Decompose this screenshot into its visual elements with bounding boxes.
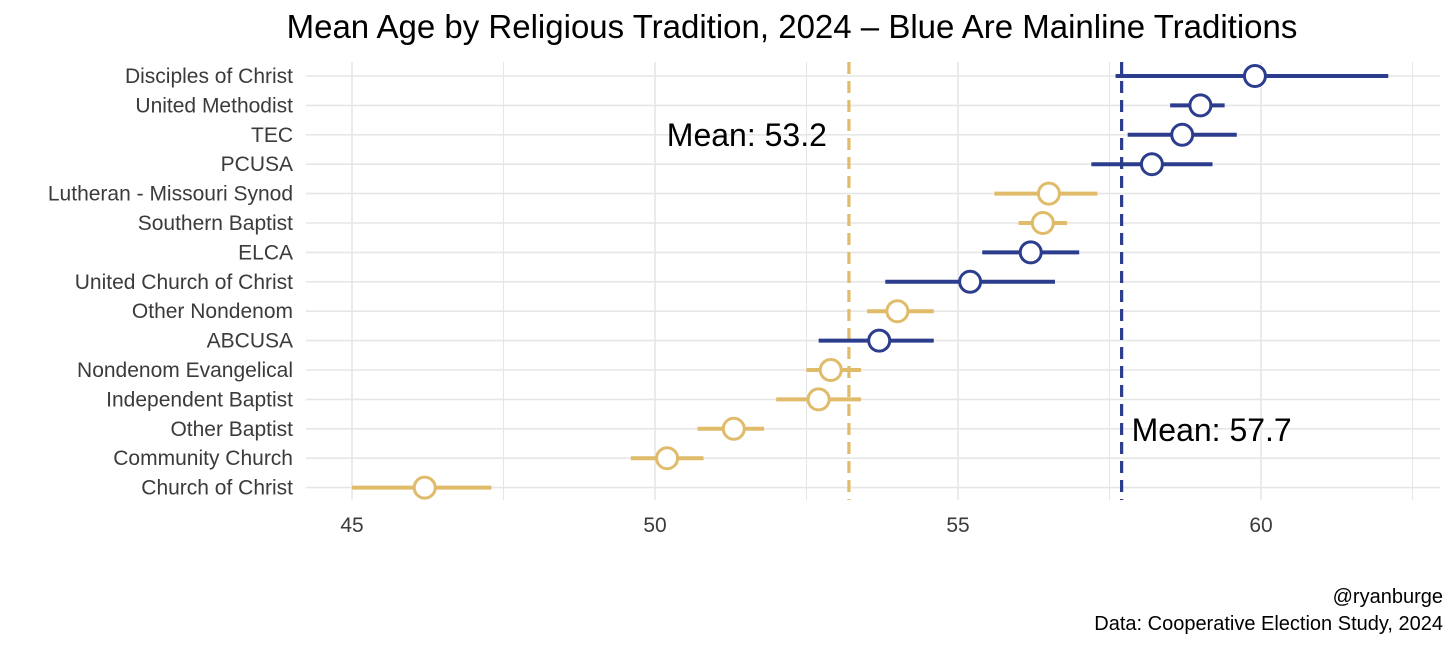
data-point bbox=[867, 328, 892, 353]
data-point bbox=[1170, 122, 1195, 147]
x-tick-label: 55 bbox=[946, 514, 969, 537]
x-axis-labels: 45 50 55 60 bbox=[340, 514, 1272, 537]
data-point bbox=[818, 358, 843, 382]
data-point bbox=[806, 387, 831, 412]
y-tick-label: Church of Christ bbox=[141, 477, 293, 500]
y-axis-labels: Disciples of Christ United Methodist TEC PC… bbox=[48, 65, 293, 500]
data-point bbox=[1139, 152, 1164, 177]
data-point bbox=[1036, 181, 1061, 206]
data-point bbox=[412, 475, 437, 500]
y-tick-label: Southern Baptist bbox=[138, 212, 293, 235]
data-point bbox=[1018, 240, 1043, 265]
y-tick-label: PCUSA bbox=[221, 153, 293, 176]
y-tick-label: TEC bbox=[251, 124, 293, 147]
data-point bbox=[1188, 93, 1213, 118]
chart-title: Mean Age by Religious Tradition, 2024 – … bbox=[287, 8, 1298, 45]
y-tick-label: Nondenom Evangelical bbox=[77, 359, 293, 382]
x-tick-label: 60 bbox=[1249, 514, 1272, 537]
y-tick-label: Community Church bbox=[113, 447, 293, 470]
y-tick-label: United Church of Christ bbox=[75, 271, 293, 294]
reference-lines: Mean: 53.2 Mean: 57.7 bbox=[667, 62, 1292, 500]
data-marks bbox=[352, 64, 1389, 500]
y-tick-label: Independent Baptist bbox=[106, 388, 293, 411]
data-point bbox=[1242, 64, 1267, 88]
data-point bbox=[885, 299, 910, 324]
mean-label: Mean: 53.2 bbox=[667, 117, 827, 153]
data-point bbox=[958, 269, 983, 294]
y-tick-label: ELCA bbox=[238, 241, 293, 264]
y-tick-label: United Methodist bbox=[135, 94, 293, 117]
data-point bbox=[655, 446, 680, 471]
x-tick-label: 45 bbox=[340, 514, 363, 537]
data-point bbox=[1030, 211, 1055, 235]
caption-source: Data: Cooperative Election Study, 2024 bbox=[1094, 613, 1443, 635]
y-tick-label: Other Nondenom bbox=[132, 300, 293, 323]
y-tick-label: Lutheran - Missouri Synod bbox=[48, 183, 293, 206]
caption-author: @ryanburge bbox=[1333, 586, 1443, 608]
mean-label: Mean: 57.7 bbox=[1132, 412, 1292, 448]
y-tick-label: Disciples of Christ bbox=[125, 65, 293, 88]
x-tick-label: 50 bbox=[643, 514, 666, 537]
y-tick-label: ABCUSA bbox=[207, 330, 293, 353]
y-tick-label: Other Baptist bbox=[170, 418, 293, 441]
data-point bbox=[721, 416, 746, 441]
